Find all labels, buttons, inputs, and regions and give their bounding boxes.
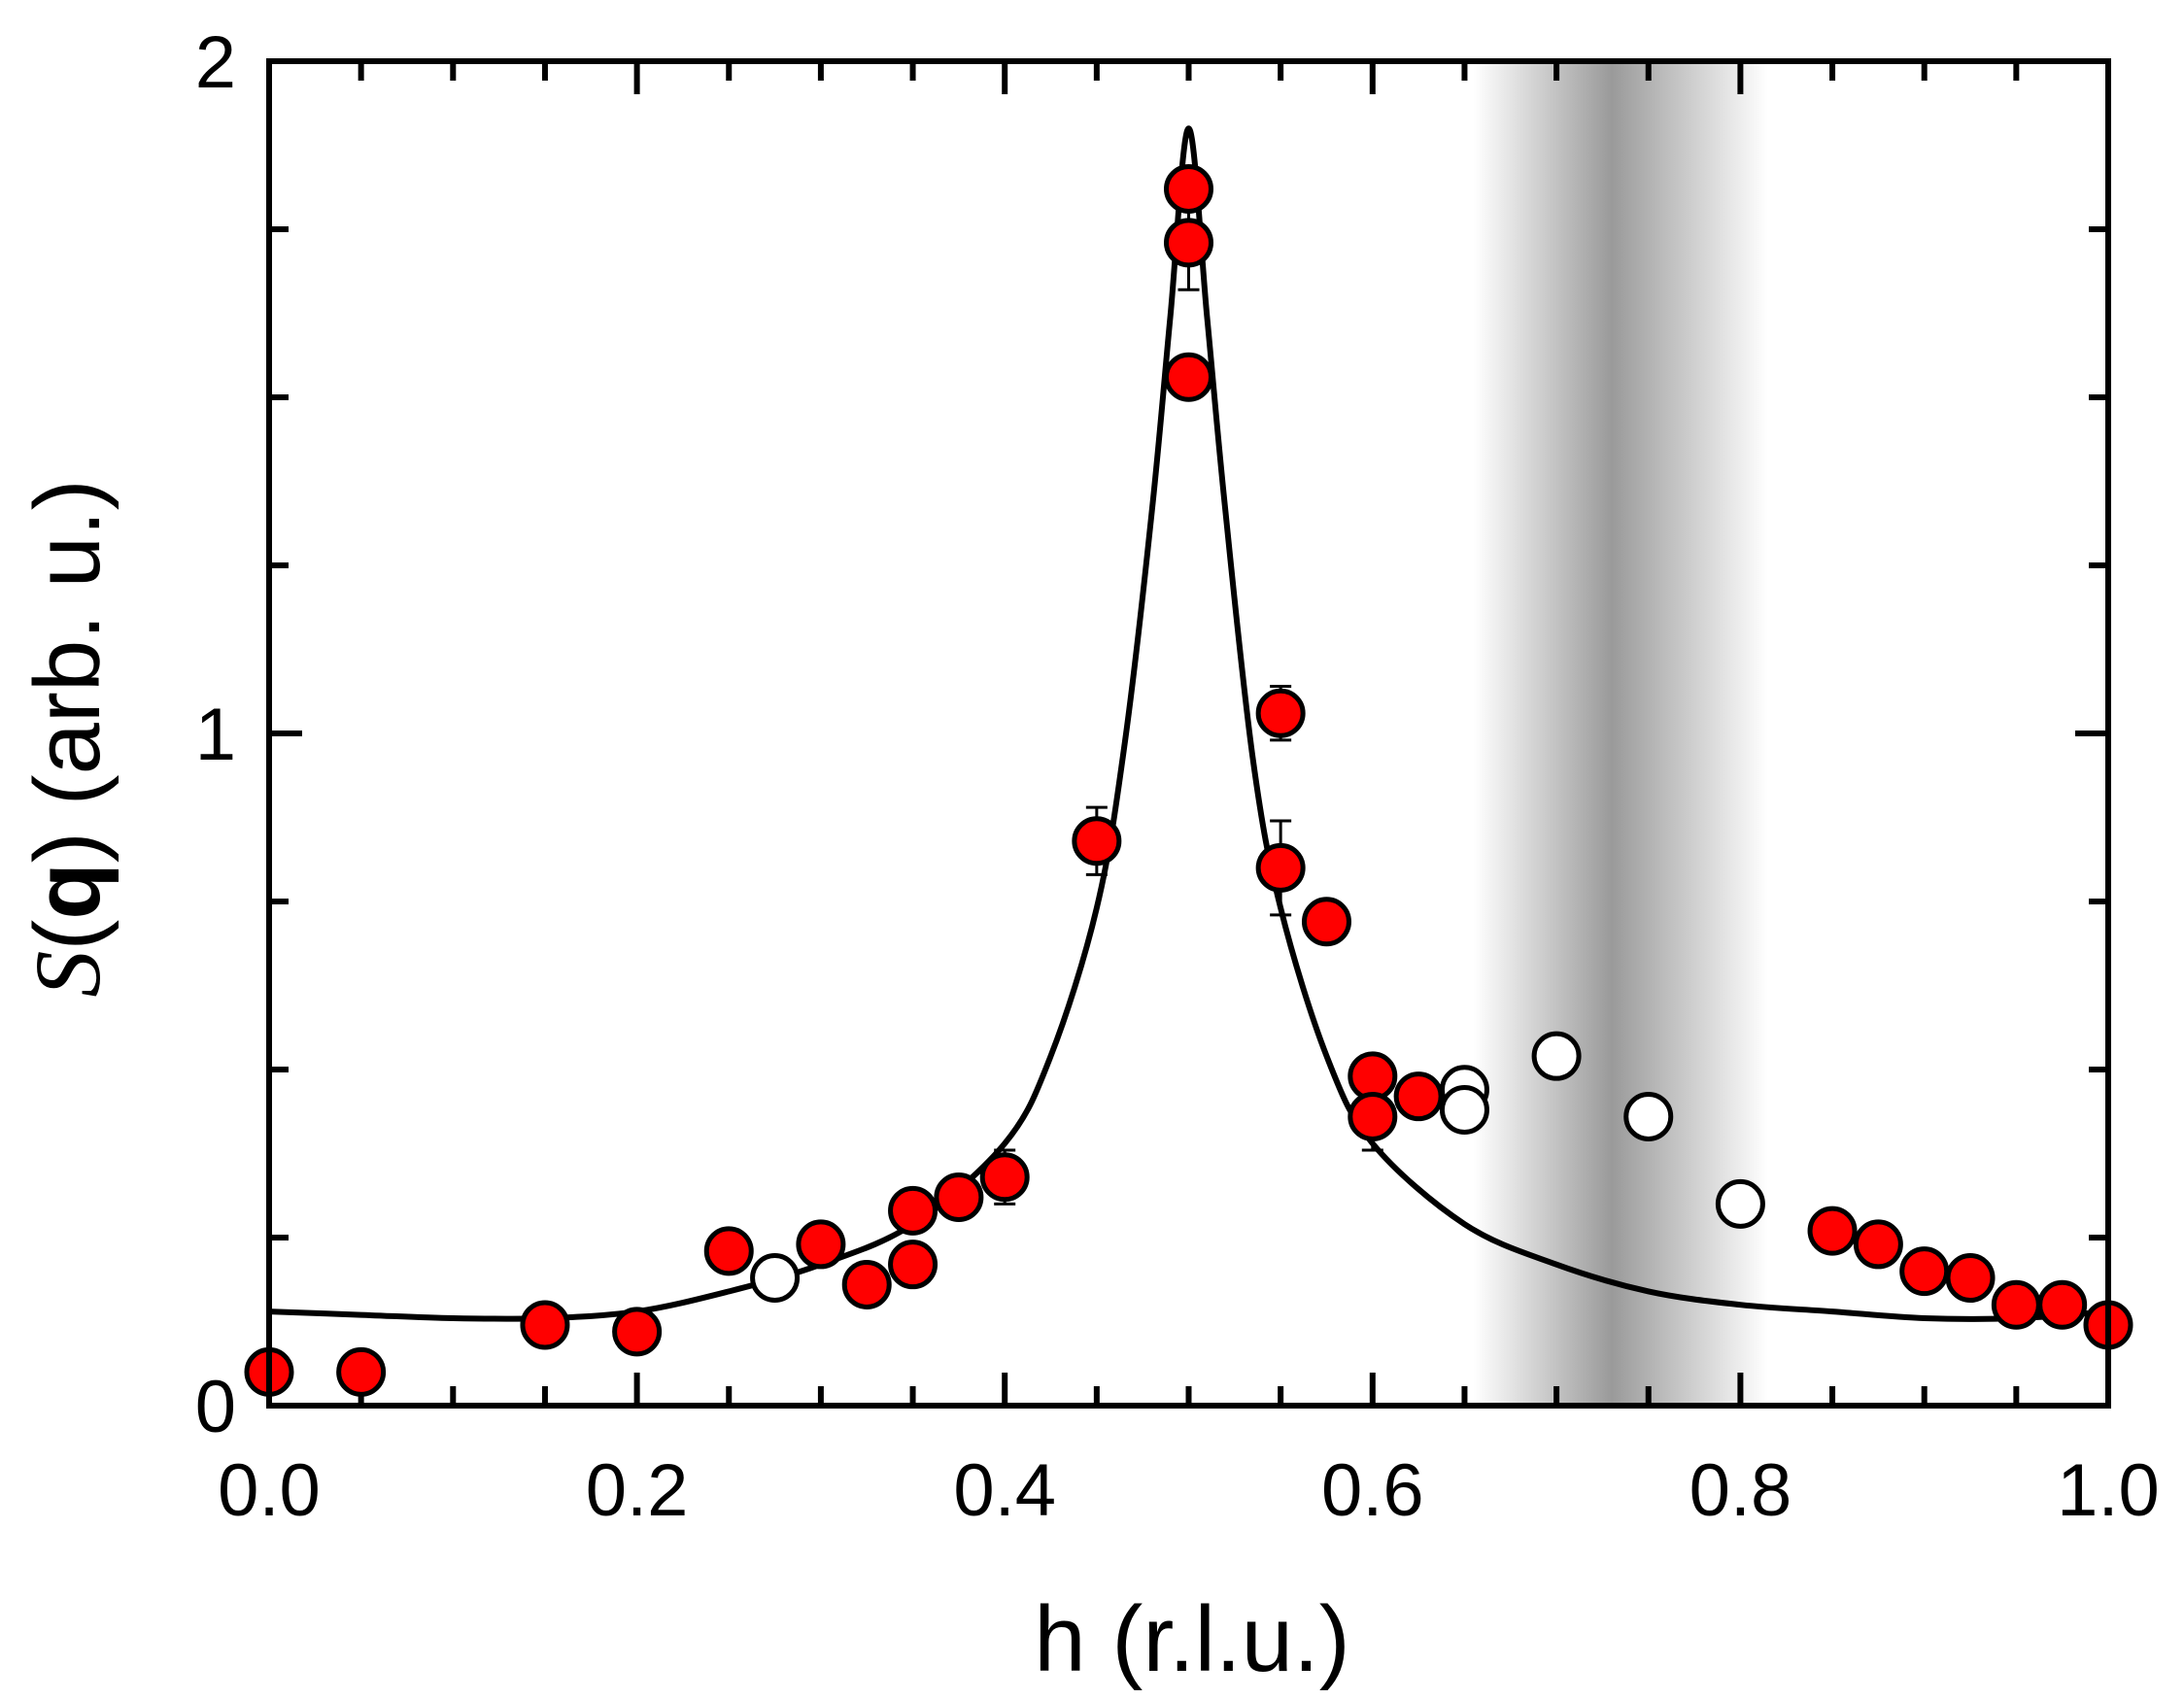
open-data-point xyxy=(1531,1031,1582,1081)
x-tick-label: 0.6 xyxy=(1321,1449,1424,1532)
filled-data-point xyxy=(2037,1279,2088,1330)
filled-data-point xyxy=(1164,163,1213,214)
x-tick-label: 0.8 xyxy=(1689,1449,1792,1532)
filled-data-point xyxy=(1899,1246,1950,1297)
filled-data-point xyxy=(1072,816,1122,866)
x-tick-label: 0.0 xyxy=(218,1449,321,1532)
tick-labels: 0.0 0.2 0.4 0.6 0.8 1.0 0 1 2 xyxy=(195,21,2160,1532)
filled-data-point xyxy=(703,1226,754,1276)
y-axis-paren-open: ( xyxy=(16,920,119,951)
shaded-band xyxy=(1473,61,1768,1406)
y-axis-paren-close: ) xyxy=(16,832,119,863)
open-data-point xyxy=(750,1253,801,1304)
x-tick-label: 0.2 xyxy=(586,1449,689,1532)
filled-data-point xyxy=(1945,1253,1996,1304)
filled-data-point xyxy=(888,1240,938,1290)
y-tick-label: 0 xyxy=(195,1366,236,1448)
open-data-point xyxy=(1623,1091,1674,1141)
filled-data-point xyxy=(796,1219,846,1270)
y-tick-label: 2 xyxy=(195,21,236,104)
filled-data-point xyxy=(1301,897,1351,947)
filled-data-point xyxy=(1991,1279,2041,1330)
filled-data-point xyxy=(1393,1071,1444,1122)
filled-data-point xyxy=(336,1346,387,1397)
y-axis-title: S(q) (arb. u.) xyxy=(16,479,119,997)
fit-curve xyxy=(269,125,2108,1322)
filled-data-point xyxy=(1807,1206,1858,1256)
filled-data-point xyxy=(1255,688,1306,738)
y-axis-symbol: S xyxy=(16,951,119,998)
filled-data-point xyxy=(1853,1219,1903,1270)
filled-data-point xyxy=(979,1152,1030,1203)
open-data-point xyxy=(1439,1085,1489,1136)
x-tick-label: 0.4 xyxy=(953,1449,1056,1532)
filled-data-point xyxy=(934,1172,984,1222)
filled-data-point xyxy=(888,1185,938,1236)
x-axis-title: h (r.l.u.) xyxy=(1034,1587,1349,1691)
y-tick-label: 1 xyxy=(195,694,236,776)
filled-data-point xyxy=(1255,842,1306,893)
filled-data-point xyxy=(1164,218,1213,268)
data-points xyxy=(244,163,2133,1397)
filled-data-point xyxy=(1164,352,1213,402)
y-axis-units: (arb. u.) xyxy=(16,479,119,832)
y-axis-bold-q: q xyxy=(16,863,119,920)
open-data-point xyxy=(1715,1178,1765,1229)
plot-frame xyxy=(266,58,2111,1409)
x-tick-label: 1.0 xyxy=(2057,1449,2160,1532)
filled-data-point xyxy=(520,1300,570,1350)
filled-data-point xyxy=(1348,1091,1398,1141)
filled-data-point xyxy=(612,1307,663,1357)
filled-data-point xyxy=(841,1259,892,1309)
